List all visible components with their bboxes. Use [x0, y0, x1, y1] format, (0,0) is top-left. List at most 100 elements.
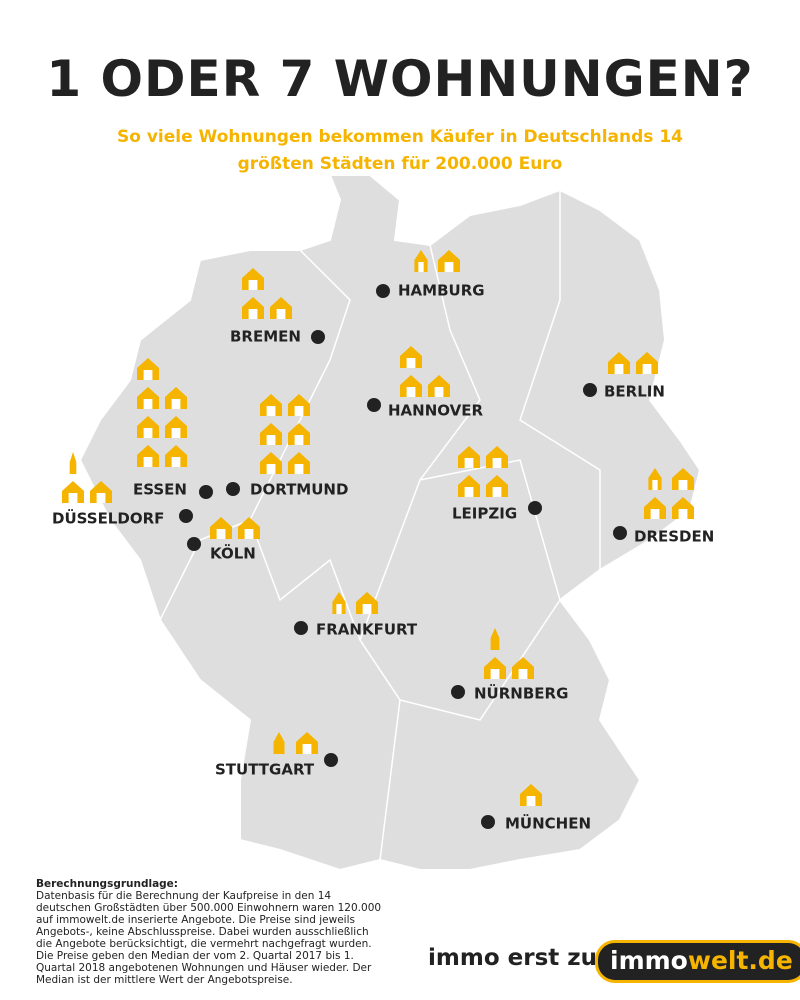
- apartment-icons: [608, 352, 658, 374]
- house-window: [143, 399, 153, 409]
- house-window: [614, 364, 624, 374]
- apartment-icons: [414, 250, 460, 272]
- house-window: [276, 309, 286, 319]
- house-icon: [288, 423, 310, 445]
- house-window: [171, 457, 181, 467]
- house-icon: [137, 387, 159, 409]
- house-icon: [260, 423, 282, 445]
- house-window: [143, 457, 153, 467]
- city-label: KÖLN: [210, 544, 256, 563]
- house-window: [248, 309, 258, 319]
- house-window: [444, 262, 454, 272]
- house-window: [294, 464, 304, 474]
- house-icon: [137, 445, 159, 467]
- state-borders: [159, 190, 601, 861]
- house-icon: [242, 268, 264, 290]
- house-icon: [400, 375, 422, 397]
- house-icon: [636, 352, 658, 374]
- house-window: [143, 370, 153, 380]
- house-window: [678, 480, 688, 490]
- logo[interactable]: immowelt.de: [595, 940, 800, 983]
- house-icon: [242, 297, 264, 319]
- house-window: [266, 464, 276, 474]
- city-dot: [451, 685, 465, 699]
- house-window: [266, 406, 276, 416]
- slogan: immo erst zu: [428, 945, 598, 971]
- house-window: [464, 458, 474, 468]
- title: 1 ODER 7 WOHNUNGEN?: [46, 50, 754, 108]
- house-window: [171, 399, 181, 409]
- house-window: [294, 435, 304, 445]
- city-label: DORTMUND: [250, 481, 348, 499]
- house-icon: [520, 784, 542, 806]
- house-window: [143, 428, 153, 438]
- house-icon: [270, 297, 292, 319]
- city-label: STUTTGART: [215, 761, 315, 779]
- apartment-icons: [400, 346, 450, 397]
- city-label: FRANKFURT: [316, 621, 418, 639]
- city-label: HANNOVER: [388, 402, 483, 420]
- city-dot: [226, 482, 240, 496]
- house-window: [302, 744, 312, 754]
- house-window: [96, 493, 106, 503]
- apartment-icons: [273, 732, 318, 754]
- apartment-icons: [260, 394, 310, 474]
- house-window: [650, 509, 660, 519]
- house-window: [362, 604, 372, 614]
- house-window: [652, 480, 658, 490]
- logo-part: immo: [610, 946, 688, 975]
- house-window: [526, 796, 536, 806]
- house-icon: [356, 592, 378, 614]
- city-dot: [528, 501, 542, 515]
- house-icon: [288, 394, 310, 416]
- city-label: DÜSSELDORF: [52, 509, 164, 528]
- house-icon: [260, 452, 282, 474]
- house-icon: [414, 250, 428, 272]
- house-icon: [288, 452, 310, 474]
- house-icon: [69, 452, 77, 474]
- house-icon: [648, 468, 662, 490]
- house-window: [244, 529, 254, 539]
- house-window: [492, 487, 502, 497]
- house-icon: [438, 250, 460, 272]
- house-window: [406, 387, 416, 397]
- footnote-text: Datenbasis für die Berechnung der Kaufpr…: [36, 890, 382, 986]
- house-window: [490, 669, 500, 679]
- city-dot: [294, 621, 308, 635]
- house-window: [336, 604, 342, 614]
- footnote-heading: Berechnungsgrundlage:: [36, 878, 178, 890]
- germany-outline: [78, 174, 702, 872]
- house-icon: [238, 517, 260, 539]
- house-icon: [260, 394, 282, 416]
- city-label: HAMBURG: [398, 282, 485, 300]
- house-window: [171, 428, 181, 438]
- apartment-icons: [520, 784, 542, 806]
- house-window: [642, 364, 652, 374]
- city-dot: [613, 526, 627, 540]
- house-icon: [210, 517, 232, 539]
- city-dot: [199, 485, 213, 499]
- house-icon: [428, 375, 450, 397]
- house-window: [418, 262, 424, 272]
- city-dot: [324, 753, 338, 767]
- house-icon: [458, 475, 480, 497]
- apartment-icons: [242, 268, 292, 319]
- city-label: BERLIN: [604, 383, 665, 401]
- apartment-icons: [210, 517, 260, 539]
- house-window: [216, 529, 226, 539]
- house-icon: [165, 445, 187, 467]
- house-icon: [296, 732, 318, 754]
- city-label: ESSEN: [133, 481, 187, 499]
- house-window: [68, 493, 78, 503]
- apartment-icons: [484, 628, 534, 679]
- house-window: [406, 358, 416, 368]
- house-window: [294, 406, 304, 416]
- house-icon: [165, 387, 187, 409]
- house-icon: [137, 358, 159, 380]
- city-dot: [583, 383, 597, 397]
- city-label: DRESDEN: [634, 528, 714, 546]
- house-window: [464, 487, 474, 497]
- city-dot: [376, 284, 390, 298]
- house-icon: [90, 481, 112, 503]
